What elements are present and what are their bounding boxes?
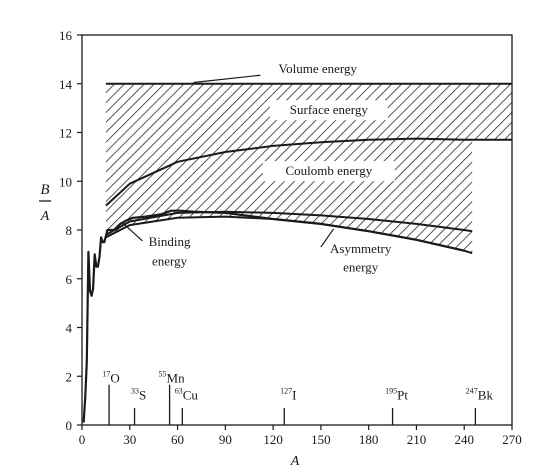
series-lines [82, 82, 512, 423]
mass-number: 63 [175, 386, 183, 395]
mass-number: 55 [159, 369, 167, 378]
nuclide-label-i: 127I [280, 386, 296, 402]
nuclide-label-mn: 55Mn [159, 369, 186, 385]
nuclide-label-bk: 247Bk [466, 386, 494, 402]
y-axis-label-denominator: A [40, 209, 50, 224]
y-tick-label: 16 [59, 28, 73, 43]
x-tick-label: 270 [502, 432, 522, 447]
nuclide-label-o: 17O [102, 369, 119, 385]
mass-number: 127 [280, 386, 292, 395]
element-symbol: Cu [183, 387, 199, 402]
nuclide-label-s: 33S [131, 386, 146, 402]
x-axis-label: A [290, 454, 300, 469]
binding-energy-line [82, 209, 465, 423]
surface-energy-line [105, 137, 512, 207]
x-tick-label: 240 [454, 432, 474, 447]
x-tick-label: 90 [219, 432, 232, 447]
y-axis-label-numerator: B [40, 182, 49, 198]
asymmetry-energy-band [105, 211, 473, 254]
leader-line [124, 224, 143, 242]
element-symbol: S [139, 387, 146, 402]
label-box [269, 100, 388, 121]
x-tick-label: 30 [123, 432, 136, 447]
nuclide-label-cu: 63Cu [175, 386, 199, 402]
y-tick-label: 6 [66, 272, 73, 287]
label-box [262, 161, 395, 182]
y-tick-label: 10 [59, 174, 72, 189]
annotation-asymmetry: Asymmetry [330, 241, 392, 256]
x-tick-label: 210 [407, 432, 427, 447]
element-symbol: Mn [167, 370, 186, 385]
element-symbol: Pt [397, 387, 408, 402]
label-backgrounds [258, 58, 395, 182]
x-tick-label: 120 [263, 432, 283, 447]
annotation-volume-energy: Volume energy [278, 61, 357, 76]
y-tick-label: 8 [66, 223, 73, 238]
y-tick-label: 4 [66, 321, 73, 336]
y-tick-label: 14 [59, 77, 73, 92]
annotation-energy: energy [343, 259, 379, 274]
coulomb-energy-line [105, 210, 473, 236]
element-symbol: O [110, 370, 119, 385]
y-axis-label: B A [39, 182, 51, 224]
surface-energy-band [105, 83, 512, 206]
mass-number: 33 [131, 386, 139, 395]
y-tick-label: 2 [66, 369, 73, 384]
annotation-energy: energy [152, 253, 188, 268]
mass-number: 195 [385, 386, 397, 395]
element-symbol: I [292, 387, 296, 402]
x-axis: 0 30 60 90 120 150 180 210 240 270 [79, 425, 522, 447]
mass-number: 247 [466, 386, 478, 395]
annotations: Volume energy Surface energy Coulomb energ… [124, 61, 392, 274]
x-tick-label: 0 [79, 432, 86, 447]
annotation-coulomb-energy: Coulomb energy [285, 163, 372, 178]
mass-number: 17 [102, 369, 110, 378]
annotation-surface-energy: Surface energy [290, 102, 369, 117]
leader-line [320, 228, 335, 248]
y-axis: 0 2 4 6 8 10 12 14 16 [59, 28, 82, 433]
leader-line [193, 74, 261, 84]
annotation-binding: Binding [149, 234, 191, 249]
y-tick-label: 12 [59, 126, 72, 141]
x-tick-label: 180 [359, 432, 379, 447]
y-tick-label: 0 [66, 418, 73, 433]
nuclide-label-pt: 195Pt [385, 386, 408, 402]
element-symbol: Bk [478, 387, 494, 402]
x-tick-label: 60 [171, 432, 184, 447]
label-box [258, 58, 377, 79]
x-tick-label: 150 [311, 432, 331, 447]
